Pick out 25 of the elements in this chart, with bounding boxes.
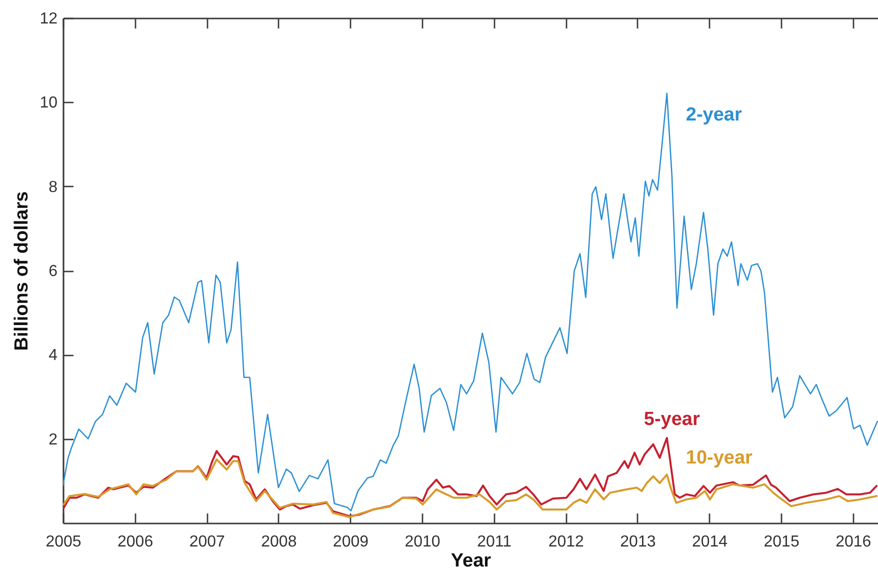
x-axis-title: Year [450, 550, 492, 572]
x-tick-label: 2010 [404, 534, 440, 550]
series-label: 5-year [644, 408, 700, 430]
y-tick-label: 12 [40, 10, 58, 28]
x-tick-label: 2012 [548, 534, 584, 550]
x-tick-label: 2016 [836, 534, 872, 550]
y-tick-label: 10 [40, 94, 58, 112]
x-tick-label: 2015 [764, 534, 800, 550]
y-tick-label: 8 [48, 178, 58, 196]
x-tick-label: 2007 [189, 534, 226, 550]
x-tick-label: 2013 [620, 534, 656, 550]
y-tick-label: 4 [48, 347, 58, 364]
x-tick-label: 2014 [692, 534, 728, 550]
x-tick-label: 2009 [332, 534, 369, 550]
y-tick-label: 2 [48, 431, 58, 448]
x-tick-label: 2011 [477, 534, 512, 550]
series-label: 10-year [686, 448, 754, 469]
series-label: 2-year [686, 104, 742, 126]
line-series [63, 92, 878, 512]
x-tick-label: 2005 [46, 534, 82, 550]
line-series [63, 436, 878, 518]
x-tick-label: 2006 [118, 534, 154, 550]
y-tick-label: 6 [48, 263, 58, 280]
x-tick-label: 2008 [261, 534, 297, 550]
y-axis-title: Billions of dollars [12, 191, 33, 351]
